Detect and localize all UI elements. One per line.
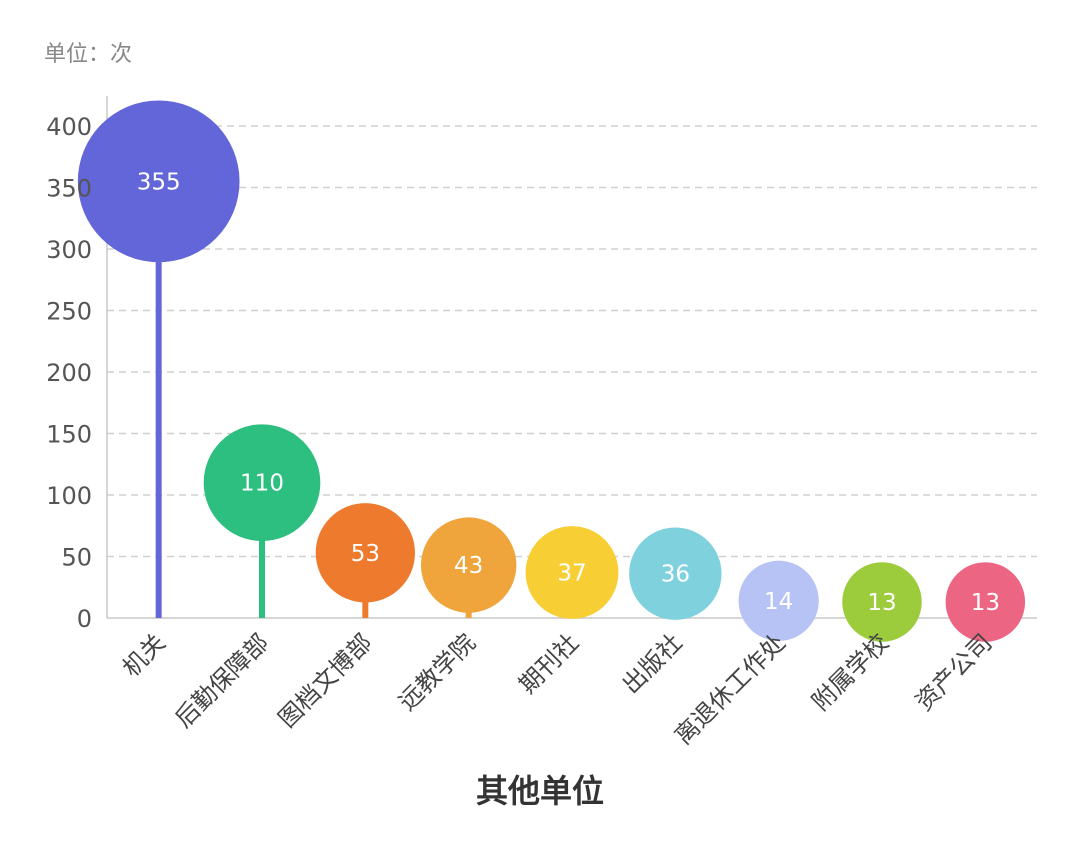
lollipop-bubble xyxy=(77,100,240,263)
x-tick-label: 图档文博部 xyxy=(273,628,378,733)
lollipop-bubble xyxy=(738,560,819,641)
data-label: 43 xyxy=(454,553,483,579)
x-tick-label: 资产公司 xyxy=(910,628,998,716)
x-tick-label: 期刊社 xyxy=(514,628,585,699)
y-tick-label: 0 xyxy=(77,605,92,633)
lollipop-bubble xyxy=(842,562,922,642)
y-tick-label: 350 xyxy=(46,175,92,203)
data-label: 13 xyxy=(971,590,1000,616)
lollipop-bubble xyxy=(525,526,619,619)
x-tick-label: 后勤保障部 xyxy=(170,628,275,733)
data-label: 13 xyxy=(867,590,896,616)
y-tick-label: 100 xyxy=(46,482,92,510)
lollipop-bubble xyxy=(420,517,517,613)
x-tick-label: 机关 xyxy=(117,628,171,682)
data-label: 355 xyxy=(137,169,181,195)
y-tick-label: 50 xyxy=(61,544,92,572)
y-unit-label: 单位：次 xyxy=(44,42,133,67)
x-tick-label: 附属学校 xyxy=(807,628,895,716)
y-tick-label: 200 xyxy=(46,359,92,387)
data-label: 110 xyxy=(240,471,284,497)
y-tick-label: 400 xyxy=(46,113,92,141)
data-label: 53 xyxy=(351,541,380,567)
data-label: 36 xyxy=(661,562,690,588)
lollipop-bubble xyxy=(629,527,722,620)
data-label: 14 xyxy=(764,589,793,615)
lollipop-bubble xyxy=(945,562,1026,642)
x-tick-label: 离退休工作处 xyxy=(669,628,791,750)
data-label: 37 xyxy=(557,560,586,586)
y-tick-label: 250 xyxy=(46,298,92,326)
y-tick-label: 150 xyxy=(46,421,92,449)
y-tick-label: 300 xyxy=(46,236,92,264)
lollipop-bubble xyxy=(315,503,415,603)
lollipop-bubble xyxy=(203,424,321,542)
x-tick-label: 远教学院 xyxy=(393,628,481,716)
x-tick-label: 出版社 xyxy=(617,628,688,699)
x-axis-title: 其他单位 xyxy=(475,772,604,810)
